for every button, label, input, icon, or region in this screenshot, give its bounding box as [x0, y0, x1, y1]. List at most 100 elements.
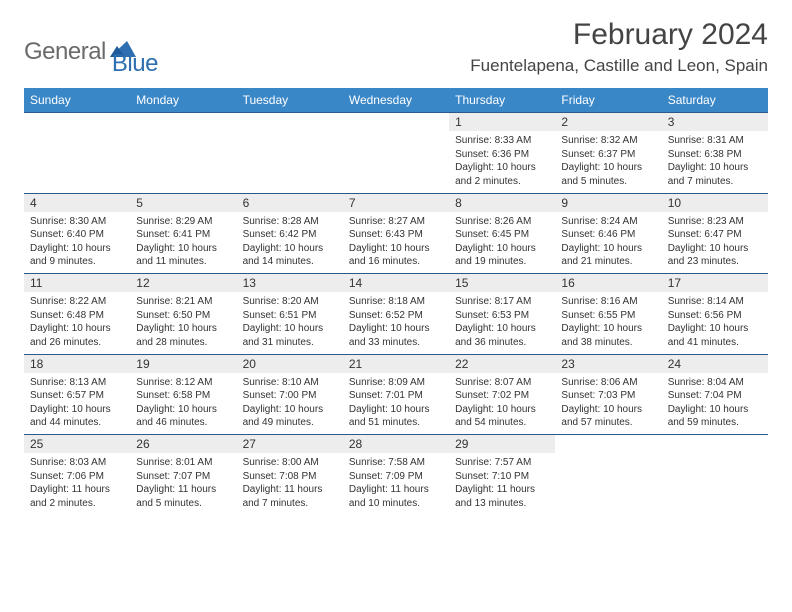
daylight-text: Daylight: 10 hours and 31 minutes. [243, 322, 337, 349]
day-detail-cell: Sunrise: 8:29 AMSunset: 6:41 PMDaylight:… [130, 212, 236, 274]
day-detail-cell: Sunrise: 8:10 AMSunset: 7:00 PMDaylight:… [237, 373, 343, 435]
day-number-cell: 8 [449, 193, 555, 212]
sunset-text: Sunset: 6:47 PM [668, 228, 762, 242]
day-number-row: 2526272829 [24, 435, 768, 454]
weekday-header: Tuesday [237, 88, 343, 113]
weekday-header: Saturday [662, 88, 768, 113]
sunrise-text: Sunrise: 8:32 AM [561, 134, 655, 148]
daylight-text: Daylight: 10 hours and 38 minutes. [561, 322, 655, 349]
daylight-text: Daylight: 10 hours and 11 minutes. [136, 242, 230, 269]
sunrise-text: Sunrise: 8:18 AM [349, 295, 443, 309]
sunrise-text: Sunrise: 8:10 AM [243, 376, 337, 390]
sunset-text: Sunset: 6:37 PM [561, 148, 655, 162]
sunrise-text: Sunrise: 8:12 AM [136, 376, 230, 390]
daylight-text: Daylight: 10 hours and 33 minutes. [349, 322, 443, 349]
daylight-text: Daylight: 10 hours and 28 minutes. [136, 322, 230, 349]
day-detail-cell: Sunrise: 8:26 AMSunset: 6:45 PMDaylight:… [449, 212, 555, 274]
day-number-cell: 18 [24, 354, 130, 373]
sunrise-text: Sunrise: 8:27 AM [349, 215, 443, 229]
sunset-text: Sunset: 6:51 PM [243, 309, 337, 323]
sunset-text: Sunset: 6:40 PM [30, 228, 124, 242]
day-number-cell: 11 [24, 274, 130, 293]
sunrise-text: Sunrise: 8:09 AM [349, 376, 443, 390]
day-detail-cell [343, 131, 449, 193]
sunset-text: Sunset: 6:42 PM [243, 228, 337, 242]
day-number-cell: 7 [343, 193, 449, 212]
day-detail-cell: Sunrise: 8:33 AMSunset: 6:36 PMDaylight:… [449, 131, 555, 193]
day-detail-cell: Sunrise: 8:12 AMSunset: 6:58 PMDaylight:… [130, 373, 236, 435]
day-number-cell: 1 [449, 113, 555, 132]
day-number-cell: 2 [555, 113, 661, 132]
header: General Blue February 2024 Fuentelapena,… [24, 18, 768, 78]
day-number-cell: 22 [449, 354, 555, 373]
title-block: February 2024 Fuentelapena, Castille and… [470, 18, 768, 76]
day-number-cell: 14 [343, 274, 449, 293]
day-number-row: 45678910 [24, 193, 768, 212]
daylight-text: Daylight: 10 hours and 49 minutes. [243, 403, 337, 430]
sunset-text: Sunset: 6:53 PM [455, 309, 549, 323]
sunrise-text: Sunrise: 8:04 AM [668, 376, 762, 390]
day-number-cell: 10 [662, 193, 768, 212]
day-number-cell: 15 [449, 274, 555, 293]
daylight-text: Daylight: 10 hours and 9 minutes. [30, 242, 124, 269]
sunrise-text: Sunrise: 8:00 AM [243, 456, 337, 470]
day-number-row: 11121314151617 [24, 274, 768, 293]
daylight-text: Daylight: 11 hours and 10 minutes. [349, 483, 443, 510]
day-number-cell [237, 113, 343, 132]
day-detail-cell [237, 131, 343, 193]
sunrise-text: Sunrise: 8:21 AM [136, 295, 230, 309]
sunrise-text: Sunrise: 8:22 AM [30, 295, 124, 309]
day-number-cell: 13 [237, 274, 343, 293]
daylight-text: Daylight: 10 hours and 5 minutes. [561, 161, 655, 188]
daylight-text: Daylight: 11 hours and 5 minutes. [136, 483, 230, 510]
day-detail-cell: Sunrise: 8:18 AMSunset: 6:52 PMDaylight:… [343, 292, 449, 354]
daylight-text: Daylight: 10 hours and 57 minutes. [561, 403, 655, 430]
daylight-text: Daylight: 10 hours and 7 minutes. [668, 161, 762, 188]
day-number-cell [24, 113, 130, 132]
daylight-text: Daylight: 10 hours and 41 minutes. [668, 322, 762, 349]
day-detail-cell: Sunrise: 8:31 AMSunset: 6:38 PMDaylight:… [662, 131, 768, 193]
day-number-cell: 3 [662, 113, 768, 132]
sunset-text: Sunset: 7:04 PM [668, 389, 762, 403]
day-detail-cell: Sunrise: 8:14 AMSunset: 6:56 PMDaylight:… [662, 292, 768, 354]
day-number-cell: 12 [130, 274, 236, 293]
weekday-header: Thursday [449, 88, 555, 113]
day-number-cell [662, 435, 768, 454]
day-detail-cell: Sunrise: 8:00 AMSunset: 7:08 PMDaylight:… [237, 453, 343, 515]
sunrise-text: Sunrise: 8:13 AM [30, 376, 124, 390]
day-detail-cell: Sunrise: 8:28 AMSunset: 6:42 PMDaylight:… [237, 212, 343, 274]
day-number-cell: 26 [130, 435, 236, 454]
sunset-text: Sunset: 6:48 PM [30, 309, 124, 323]
sunset-text: Sunset: 7:06 PM [30, 470, 124, 484]
day-number-cell: 23 [555, 354, 661, 373]
daylight-text: Daylight: 10 hours and 59 minutes. [668, 403, 762, 430]
sunrise-text: Sunrise: 8:01 AM [136, 456, 230, 470]
logo-text-blue: Blue [112, 50, 158, 78]
day-detail-cell: Sunrise: 8:07 AMSunset: 7:02 PMDaylight:… [449, 373, 555, 435]
day-detail-cell: Sunrise: 8:20 AMSunset: 6:51 PMDaylight:… [237, 292, 343, 354]
day-detail-cell: Sunrise: 8:21 AMSunset: 6:50 PMDaylight:… [130, 292, 236, 354]
day-detail-row: Sunrise: 8:13 AMSunset: 6:57 PMDaylight:… [24, 373, 768, 435]
sunset-text: Sunset: 7:02 PM [455, 389, 549, 403]
sunset-text: Sunset: 6:55 PM [561, 309, 655, 323]
sunrise-text: Sunrise: 8:33 AM [455, 134, 549, 148]
daylight-text: Daylight: 10 hours and 19 minutes. [455, 242, 549, 269]
day-detail-cell: Sunrise: 8:24 AMSunset: 6:46 PMDaylight:… [555, 212, 661, 274]
calendar-table: SundayMondayTuesdayWednesdayThursdayFrid… [24, 88, 768, 515]
daylight-text: Daylight: 10 hours and 54 minutes. [455, 403, 549, 430]
day-detail-cell: Sunrise: 8:32 AMSunset: 6:37 PMDaylight:… [555, 131, 661, 193]
day-number-cell: 28 [343, 435, 449, 454]
month-title: February 2024 [470, 18, 768, 52]
sunset-text: Sunset: 6:41 PM [136, 228, 230, 242]
sunrise-text: Sunrise: 8:24 AM [561, 215, 655, 229]
day-number-cell: 21 [343, 354, 449, 373]
sunset-text: Sunset: 6:43 PM [349, 228, 443, 242]
sunset-text: Sunset: 7:09 PM [349, 470, 443, 484]
sunrise-text: Sunrise: 7:58 AM [349, 456, 443, 470]
day-detail-cell: Sunrise: 8:04 AMSunset: 7:04 PMDaylight:… [662, 373, 768, 435]
logo: General Blue [24, 18, 158, 78]
sunrise-text: Sunrise: 8:03 AM [30, 456, 124, 470]
sunrise-text: Sunrise: 8:31 AM [668, 134, 762, 148]
daylight-text: Daylight: 11 hours and 2 minutes. [30, 483, 124, 510]
daylight-text: Daylight: 11 hours and 13 minutes. [455, 483, 549, 510]
